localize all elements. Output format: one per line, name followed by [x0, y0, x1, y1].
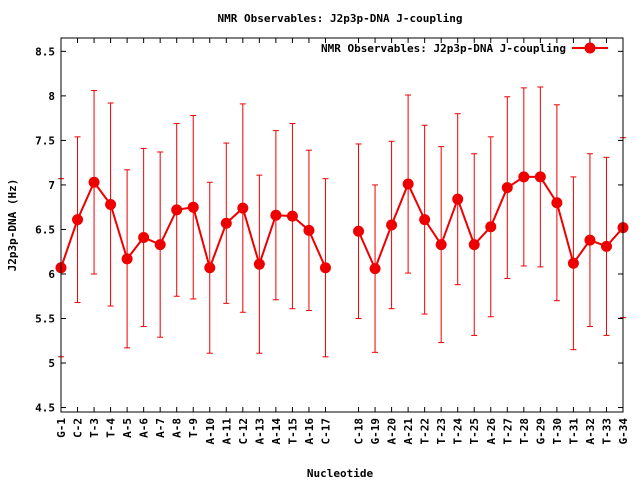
x-tick-label-15: A-16 [303, 418, 316, 445]
x-tick-label-7: A-8 [171, 418, 184, 438]
data-point-13 [270, 209, 282, 221]
x-tick-label-17: C-18 [353, 418, 366, 445]
y-tick-label-0: 4.5 [35, 402, 55, 415]
x-tick-label-26: T-27 [501, 418, 514, 445]
x-tick-label-29: T-30 [551, 418, 564, 445]
data-point-20 [402, 178, 414, 190]
data-point-5 [138, 231, 150, 243]
x-tick-label-8: T-9 [187, 418, 200, 438]
data-point-8 [187, 201, 199, 213]
data-point-23 [452, 193, 464, 205]
y-tick-label-7: 8 [48, 90, 55, 103]
y-tick-label-5: 7 [48, 179, 55, 192]
data-point-9 [204, 262, 216, 274]
x-tick-label-30: T-31 [567, 418, 580, 445]
x-tick-label-24: T-25 [468, 418, 481, 445]
x-tick-label-1: C-2 [72, 418, 85, 438]
data-point-14 [286, 210, 298, 222]
x-tick-label-2: T-3 [88, 418, 101, 438]
data-point-16 [319, 262, 331, 274]
x-tick-label-23: T-24 [452, 418, 465, 445]
data-point-26 [501, 182, 513, 194]
x-tick-label-25: A-26 [485, 418, 498, 445]
data-point-17 [353, 225, 365, 237]
data-point-15 [303, 224, 315, 236]
legend-marker [584, 42, 596, 54]
y-axis-label: J2p3p-DNA (Hz) [6, 179, 19, 272]
data-point-24 [468, 239, 480, 251]
data-point-19 [386, 219, 398, 231]
data-point-21 [419, 214, 431, 226]
data-point-3 [105, 199, 117, 211]
y-tick-label-6: 7.5 [35, 134, 55, 147]
data-point-29 [551, 197, 563, 209]
data-point-32 [600, 240, 612, 252]
x-tick-label-14: T-15 [286, 418, 299, 445]
data-point-28 [534, 171, 546, 183]
x-tick-label-11: C-12 [237, 418, 250, 445]
x-tick-label-16: C-17 [319, 418, 332, 445]
data-point-10 [220, 217, 232, 229]
data-point-27 [518, 171, 530, 183]
data-point-18 [369, 263, 381, 275]
data-point-25 [485, 221, 497, 233]
y-tick-label-3: 6 [48, 268, 55, 281]
data-point-22 [435, 239, 447, 251]
data-point-12 [253, 258, 265, 270]
y-tick-label-1: 5 [48, 357, 55, 370]
data-point-4 [121, 253, 133, 265]
legend: NMR Observables: J2p3p-DNA J-coupling [321, 42, 608, 55]
x-tick-label-10: A-11 [220, 418, 233, 445]
data-point-6 [154, 239, 166, 251]
x-tick-label-6: A-7 [154, 418, 167, 438]
x-axis-label: Nucleotide [307, 467, 374, 480]
data-point-30 [567, 257, 579, 269]
x-tick-label-12: A-13 [253, 418, 266, 445]
x-tick-label-9: A-10 [204, 418, 217, 445]
x-tick-label-4: A-5 [121, 418, 134, 438]
chart-title: NMR Observables: J2p3p-DNA J-coupling [217, 12, 462, 25]
x-tick-label-0: G-1 [55, 418, 68, 438]
y-tick-label-2: 5.5 [35, 313, 55, 326]
data-point-1 [72, 214, 84, 226]
x-tick-label-5: A-6 [138, 418, 151, 438]
data-point-11 [237, 202, 249, 214]
y-tick-label-8: 8.5 [35, 45, 55, 58]
x-tick-label-22: T-23 [435, 418, 448, 445]
x-tick-label-33: G-34 [617, 418, 630, 445]
x-tick-label-3: T-4 [105, 418, 118, 438]
x-tick-label-32: T-33 [600, 418, 613, 445]
x-tick-label-19: A-20 [386, 418, 399, 445]
x-tick-label-13: A-14 [270, 418, 283, 445]
x-tick-label-27: T-28 [518, 418, 531, 445]
y-tick-label-4: 6.5 [35, 223, 55, 236]
data-point-2 [88, 176, 100, 188]
x-tick-label-21: T-22 [419, 418, 432, 445]
x-tick-label-31: A-32 [584, 418, 597, 445]
x-tick-label-28: G-29 [534, 418, 547, 445]
x-tick-label-18: G-19 [369, 418, 382, 445]
data-point-7 [171, 204, 183, 216]
x-tick-label-20: A-21 [402, 418, 415, 445]
data-point-31 [584, 234, 596, 246]
legend-label: NMR Observables: J2p3p-DNA J-coupling [321, 42, 566, 55]
plot-area: 4.5 5 5.5 6 6.5 7 7.5 8 8.5 G-1 C-2 T-3 T-4 A-5 A-6 A-7… [35, 38, 630, 445]
plot-frame [60, 37, 624, 413]
